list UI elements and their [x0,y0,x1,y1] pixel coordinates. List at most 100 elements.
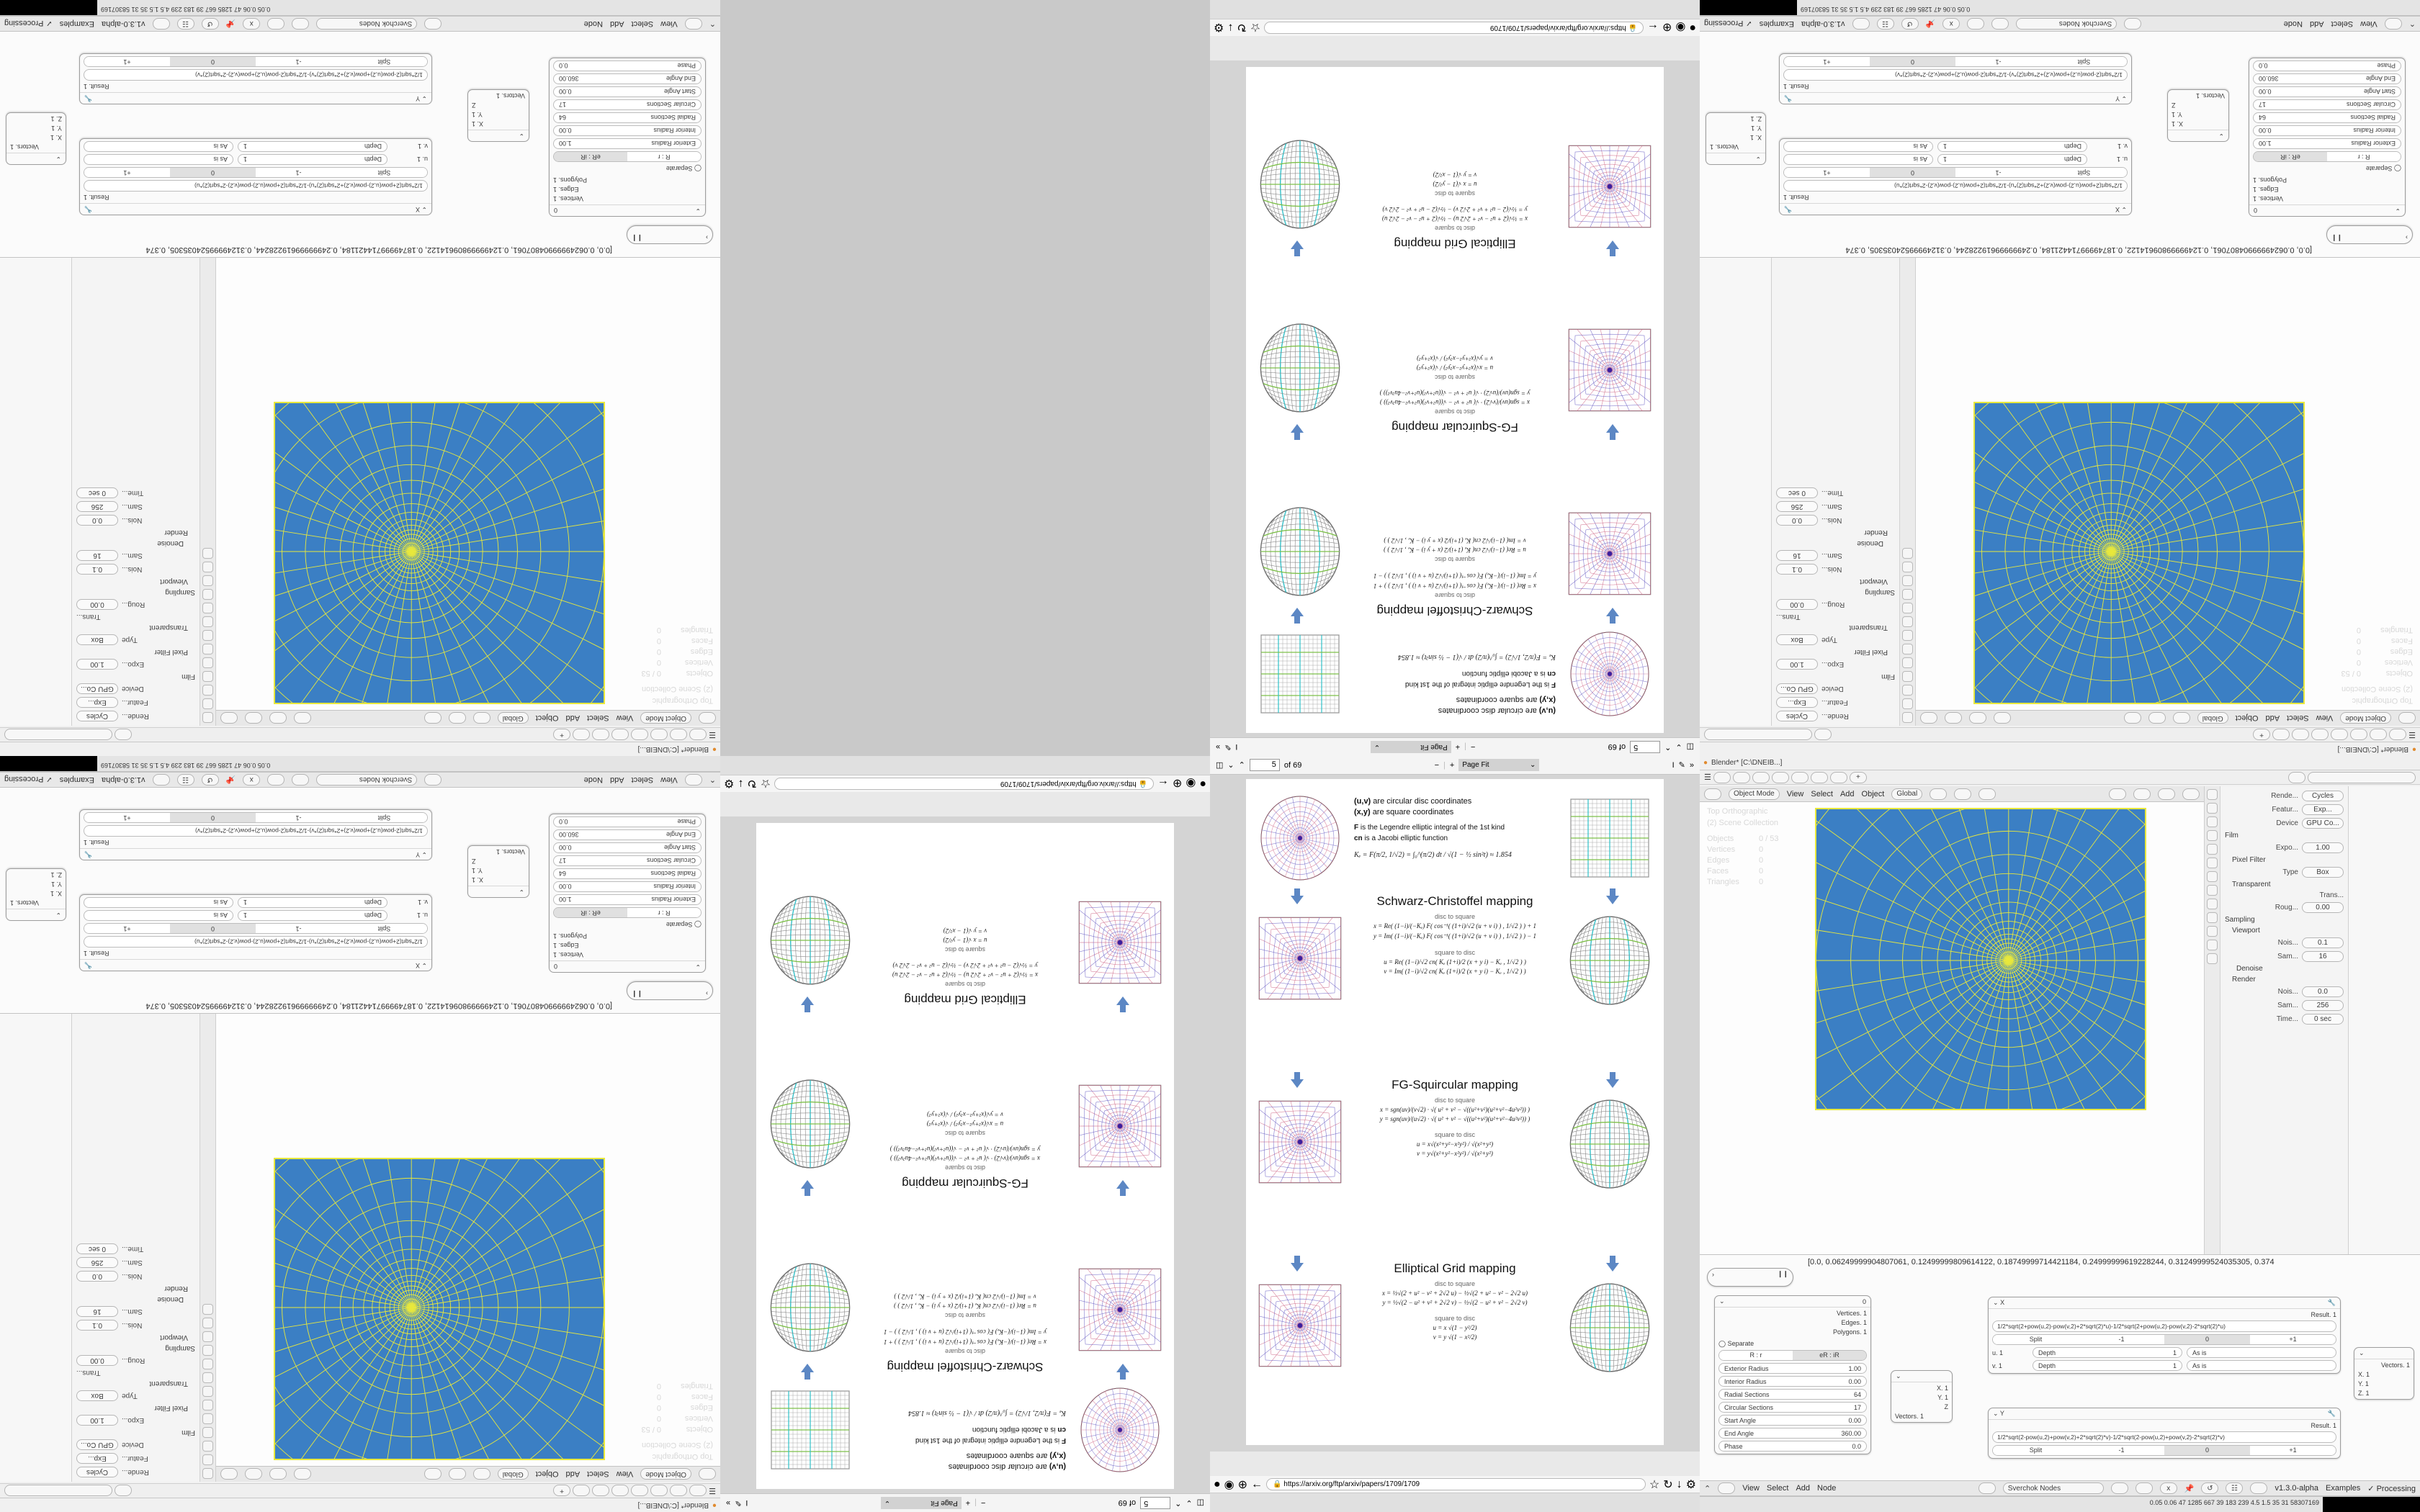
download-icon[interactable]: ↓ [738,778,744,791]
node-formula-y-split-seg[interactable]: Split -1 0 +1 [84,56,428,67]
filter-type-dropdown[interactable]: Box [1776,634,1818,645]
workspace-tab-sculpting[interactable] [650,1485,668,1497]
node-torus-prop-3[interactable]: Circular Sections 17 [2253,99,2401,110]
node-vector-z[interactable]: Z [1944,1403,1949,1410]
node-torus-prop-3[interactable]: Circular Sections 17 [553,855,702,866]
chevron-down-icon[interactable]: ⌄ [1755,156,1761,163]
properties-editor[interactable]: Rende... Cycles Featur... Exp... Device GPU… [72,1014,216,1482]
seg-split[interactable]: Split [1993,1335,2079,1344]
shading-rendered-icon[interactable] [220,1468,238,1480]
particles-tab-icon[interactable] [1902,603,1913,613]
grid-icon[interactable]: ☷ [176,774,194,786]
exposure-field[interactable]: 1.00 [2302,842,2344,853]
pdf-scroll-area[interactable]: (u,v) are circular disc coordinates (x,y… [1210,60,1700,737]
material-tab-icon[interactable] [202,1304,213,1315]
shield-icon[interactable] [292,774,310,786]
examples-menu[interactable]: Examples [59,19,94,28]
more-tools-icon[interactable]: » [1689,760,1695,770]
torus-mode-Rr[interactable]: R : r [627,152,701,161]
node-torus-prop-2[interactable]: Radial Sections 64 [1718,1389,1867,1400]
node-tree-name-field[interactable]: Sverchok Nodes [2016,18,2118,30]
render-tab-icon[interactable] [2207,803,2218,814]
viewport-menu-object[interactable]: Object [535,1470,559,1479]
node-menu-node[interactable]: Node [2283,19,2303,28]
node-torus-separate-toggle[interactable]: ◯ Separate [666,165,702,172]
seg-plus1[interactable]: +1 [84,924,170,933]
node-formula-y[interactable]: ⌄ Y 🔧 Result. 1 1/2*sqrt(2-pow(u,2)+pow(… [1779,53,2132,104]
zoom-in-button[interactable]: + [965,1498,971,1508]
viewlayer-tab-icon[interactable] [202,671,213,682]
node-menu-add[interactable]: Add [609,19,624,28]
scene-name-field[interactable] [4,729,112,741]
viewport-noise-field[interactable]: 0.1 [76,564,118,575]
film-section-header[interactable]: Film [1881,672,1895,680]
sverchok-icon[interactable] [424,774,442,786]
workspace-tab-add[interactable]: + [1849,771,1867,783]
physics-tab-icon[interactable] [1902,589,1913,600]
editor-type-node-icon[interactable] [1718,1482,1736,1494]
sampling-section-header[interactable]: Sampling [165,588,195,596]
torus-mode-eRiR[interactable]: eR : iR [1793,1351,1866,1360]
node-torus[interactable]: ⌄ 0 Vertices. 1 Edges. 1 Polygons. 1 ◯ S… [2249,58,2406,217]
workspace-tab-shading[interactable] [1791,771,1809,783]
bake-icon[interactable] [2250,1482,2268,1494]
shading-material-icon[interactable] [1945,712,1962,724]
workspace-tab-rendering[interactable] [573,729,591,741]
world-tab-icon[interactable] [2207,858,2218,868]
torus-mode-eRiR[interactable]: eR : iR [2254,152,2327,161]
editor-type-icon[interactable] [699,1468,716,1480]
node-collapsed[interactable]: › ❙❙ [627,981,713,1000]
workspace-tab-layout[interactable] [1713,771,1731,783]
node-formula-y-expression[interactable]: 1/2*sqrt(2-pow(u,2)+pow(v,2)+2*sqrt(2)*v… [84,825,428,837]
reload-icon[interactable]: ↻ [1237,21,1247,34]
seg-zero[interactable]: 0 [2164,1446,2250,1455]
film-section-header[interactable]: Film [2225,832,2238,840]
viewlayer-tab-icon[interactable] [1902,671,1913,682]
properties-editor[interactable]: Rende... Cycles Featur... Exp... Device GPU… [72,258,216,726]
seg-plus1[interactable]: +1 [1784,57,1870,66]
copy-icon[interactable] [267,18,285,30]
chevron-down-icon[interactable]: ⌄ [2395,207,2401,215]
render-samples-field[interactable]: 256 [2302,1000,2344,1011]
snap-magnet-icon[interactable] [2172,712,2190,724]
node-formula-x-input-u[interactable]: u. 1 [416,156,428,163]
outliner[interactable] [1700,258,1772,726]
chevron-down-icon[interactable]: ⌄ [1896,1372,1901,1380]
node-vectors-in-x[interactable]: X. 1 [50,890,62,897]
node-torus-prop-3[interactable]: Circular Sections 17 [553,99,702,110]
close-icon[interactable]: x [2159,1482,2177,1494]
node-torus-prop-0[interactable]: Exterior Radius 1.00 [553,894,702,905]
zoom-out-button[interactable]: − [980,1498,986,1508]
viewport-canvas[interactable]: Top Orthographic (2) Scene Collection Ob… [216,258,720,710]
node-torus-prop-0[interactable]: Exterior Radius 1.00 [2253,138,2401,149]
filter-type-dropdown[interactable]: Box [76,1390,118,1401]
tab-icon[interactable]: ◉ [1675,21,1686,34]
back-arrow-icon[interactable]: ← [1157,778,1169,791]
node-torus-header[interactable]: ⌄ 0 [1715,1296,1870,1308]
node-formula-x-depth-v[interactable]: Depth 1 [238,141,387,152]
render-sampling-header[interactable]: Render [2232,976,2256,984]
render-noise-field[interactable]: 0.0 [2302,986,2344,997]
render-tab-icon[interactable] [1902,698,1913,709]
viewport-3d[interactable]: Object Mode View Select Add Object Globa… [1916,258,2420,726]
node-formula-x-mode-u[interactable]: As is [1783,154,1933,165]
node-tree-name-field[interactable]: Sverchok Nodes [316,774,418,786]
node-torus-prop-6[interactable]: Phase 0.0 [2253,60,2401,71]
node-menu-select[interactable]: Select [631,775,654,784]
node-torus-prop-1[interactable]: Interior Radius 0.00 [553,125,702,136]
scene-icon[interactable] [2288,771,2305,783]
shading-rendered-icon[interactable] [2182,788,2200,800]
grid-icon[interactable]: ☷ [2226,1482,2244,1494]
output-tab-icon[interactable] [202,1441,213,1452]
pin-icon[interactable]: 📌 [2184,1484,2195,1493]
render-engine-dropdown[interactable]: Cycles [2302,791,2344,801]
viewlayer-tab-icon[interactable] [202,1427,213,1438]
collapse-icon[interactable]: ⌃ [709,19,716,28]
transform-orientation-dropdown[interactable]: Global [497,1468,529,1480]
chevron-down-icon[interactable]: ⌄ [421,962,427,969]
render-engine-dropdown[interactable]: Cycles [76,711,118,721]
refresh-icon[interactable]: ↺ [201,18,219,30]
workspace-tab-uv[interactable] [631,729,649,741]
node-vector-out[interactable]: ⌄ X. 1 Y. 1 Z Vectors. 1 [2167,89,2229,142]
page-prev-icon[interactable]: ⌄ [1675,742,1682,751]
